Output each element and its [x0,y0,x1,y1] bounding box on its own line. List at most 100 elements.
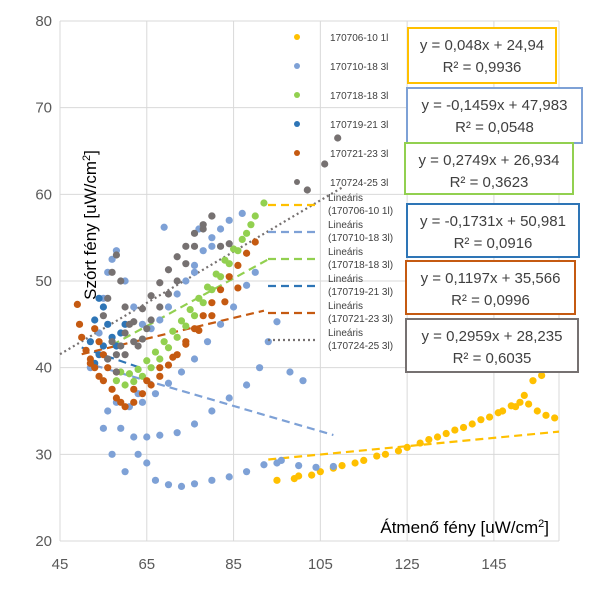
legend-trend-label: Lineáris [328,301,363,312]
y-tick-label: 70 [35,100,52,117]
data-point [203,338,212,346]
data-point [403,443,411,451]
data-point [442,429,450,438]
data-point [273,459,281,467]
x-tick-label: 45 [52,556,69,573]
data-point [91,325,99,333]
data-point [190,261,199,269]
equation-box [407,27,557,84]
data-point [164,303,173,311]
data-point [151,348,160,356]
data-point [173,429,181,437]
data-point [338,462,346,470]
data-point [130,303,138,311]
legend-trend-label-series: (170718-18 3l) [328,260,393,271]
data-point [156,279,164,287]
data-point [173,277,181,285]
data-point [225,240,233,248]
data-point [242,381,251,389]
legend-marker [294,92,300,98]
data-point [138,390,147,398]
equation-label: y = -0,1731x + 50,981 [420,213,566,230]
data-point [542,411,550,419]
data-point [216,286,225,294]
data-point [121,303,129,311]
data-point [130,385,138,393]
data-point [186,306,194,314]
data-point [182,340,190,348]
data-point [99,424,107,432]
legend-label: 170706-10 1l [330,33,388,44]
y-tick-label: 50 [35,273,52,290]
data-point [134,365,142,373]
legend-trend-label-series: (170719-21 3l) [328,287,393,298]
data-point [234,261,242,269]
data-point [538,371,546,380]
legend: 170706-10 1l 170710-18 3l 170718-18 3l 1707… [268,33,393,352]
x-axis-title: Átmenő fény [uW/cm2] [380,518,549,537]
data-points [73,134,559,490]
data-point [208,242,216,250]
data-point [273,318,281,326]
trendline [268,430,560,461]
equation-label: y = 0,048x + 24,94 [420,37,544,54]
data-point [104,364,112,372]
legend-marker [294,179,300,185]
x-tick-label: 105 [308,556,333,573]
equation-label: y = 0,2749x + 26,934 [419,152,560,169]
data-point [199,247,207,255]
data-point [190,229,199,237]
data-point [173,333,181,341]
trendline-equations: y = 0,048x + 24,94 R² = 0,9936 y = -0,1459… [404,27,583,373]
y-tick-label: 40 [35,360,52,377]
data-point [225,216,233,224]
data-point [286,368,294,376]
data-point [75,320,84,328]
data-point [225,473,233,481]
data-point [360,456,368,464]
y-tick-label: 30 [35,446,52,463]
data-point [121,468,129,476]
data-point [104,355,112,363]
data-point [108,385,116,393]
data-point [199,221,207,229]
data-point [529,377,537,385]
x-tick-label: 145 [481,556,506,573]
legend-trend-label: Lineáris [328,247,363,258]
data-point [433,433,442,441]
data-point [264,338,272,346]
data-point [134,450,142,458]
equation-box [405,260,576,315]
data-point [525,400,533,408]
data-point [520,391,528,399]
r2-label: R² = 0,0916 [454,235,533,252]
data-point [195,326,203,334]
data-point [468,420,476,428]
data-point [225,273,233,281]
data-point [208,234,216,242]
data-point [78,333,86,341]
data-point [195,294,203,302]
data-point [251,238,259,246]
data-point [208,312,216,320]
data-point [164,481,173,489]
data-point [299,377,307,385]
tick-labels: 20 30 40 50 60 70 80 45 65 85 105 125 145 [35,13,506,573]
data-point [143,377,151,385]
data-point [247,221,255,229]
data-point [208,212,216,220]
y-tick-label: 20 [35,533,52,550]
data-point [225,394,233,402]
data-point [108,268,116,276]
data-point [451,426,459,434]
equation-label: y = 0,2959x + 28,235 [422,328,563,345]
data-point [156,316,164,324]
data-point [108,450,116,458]
r2-label: R² = 0,0996 [451,292,530,309]
data-point [190,242,199,250]
data-point [308,471,316,479]
data-point [203,283,212,291]
data-point [130,398,138,406]
data-point [73,300,81,308]
data-point [351,459,359,467]
